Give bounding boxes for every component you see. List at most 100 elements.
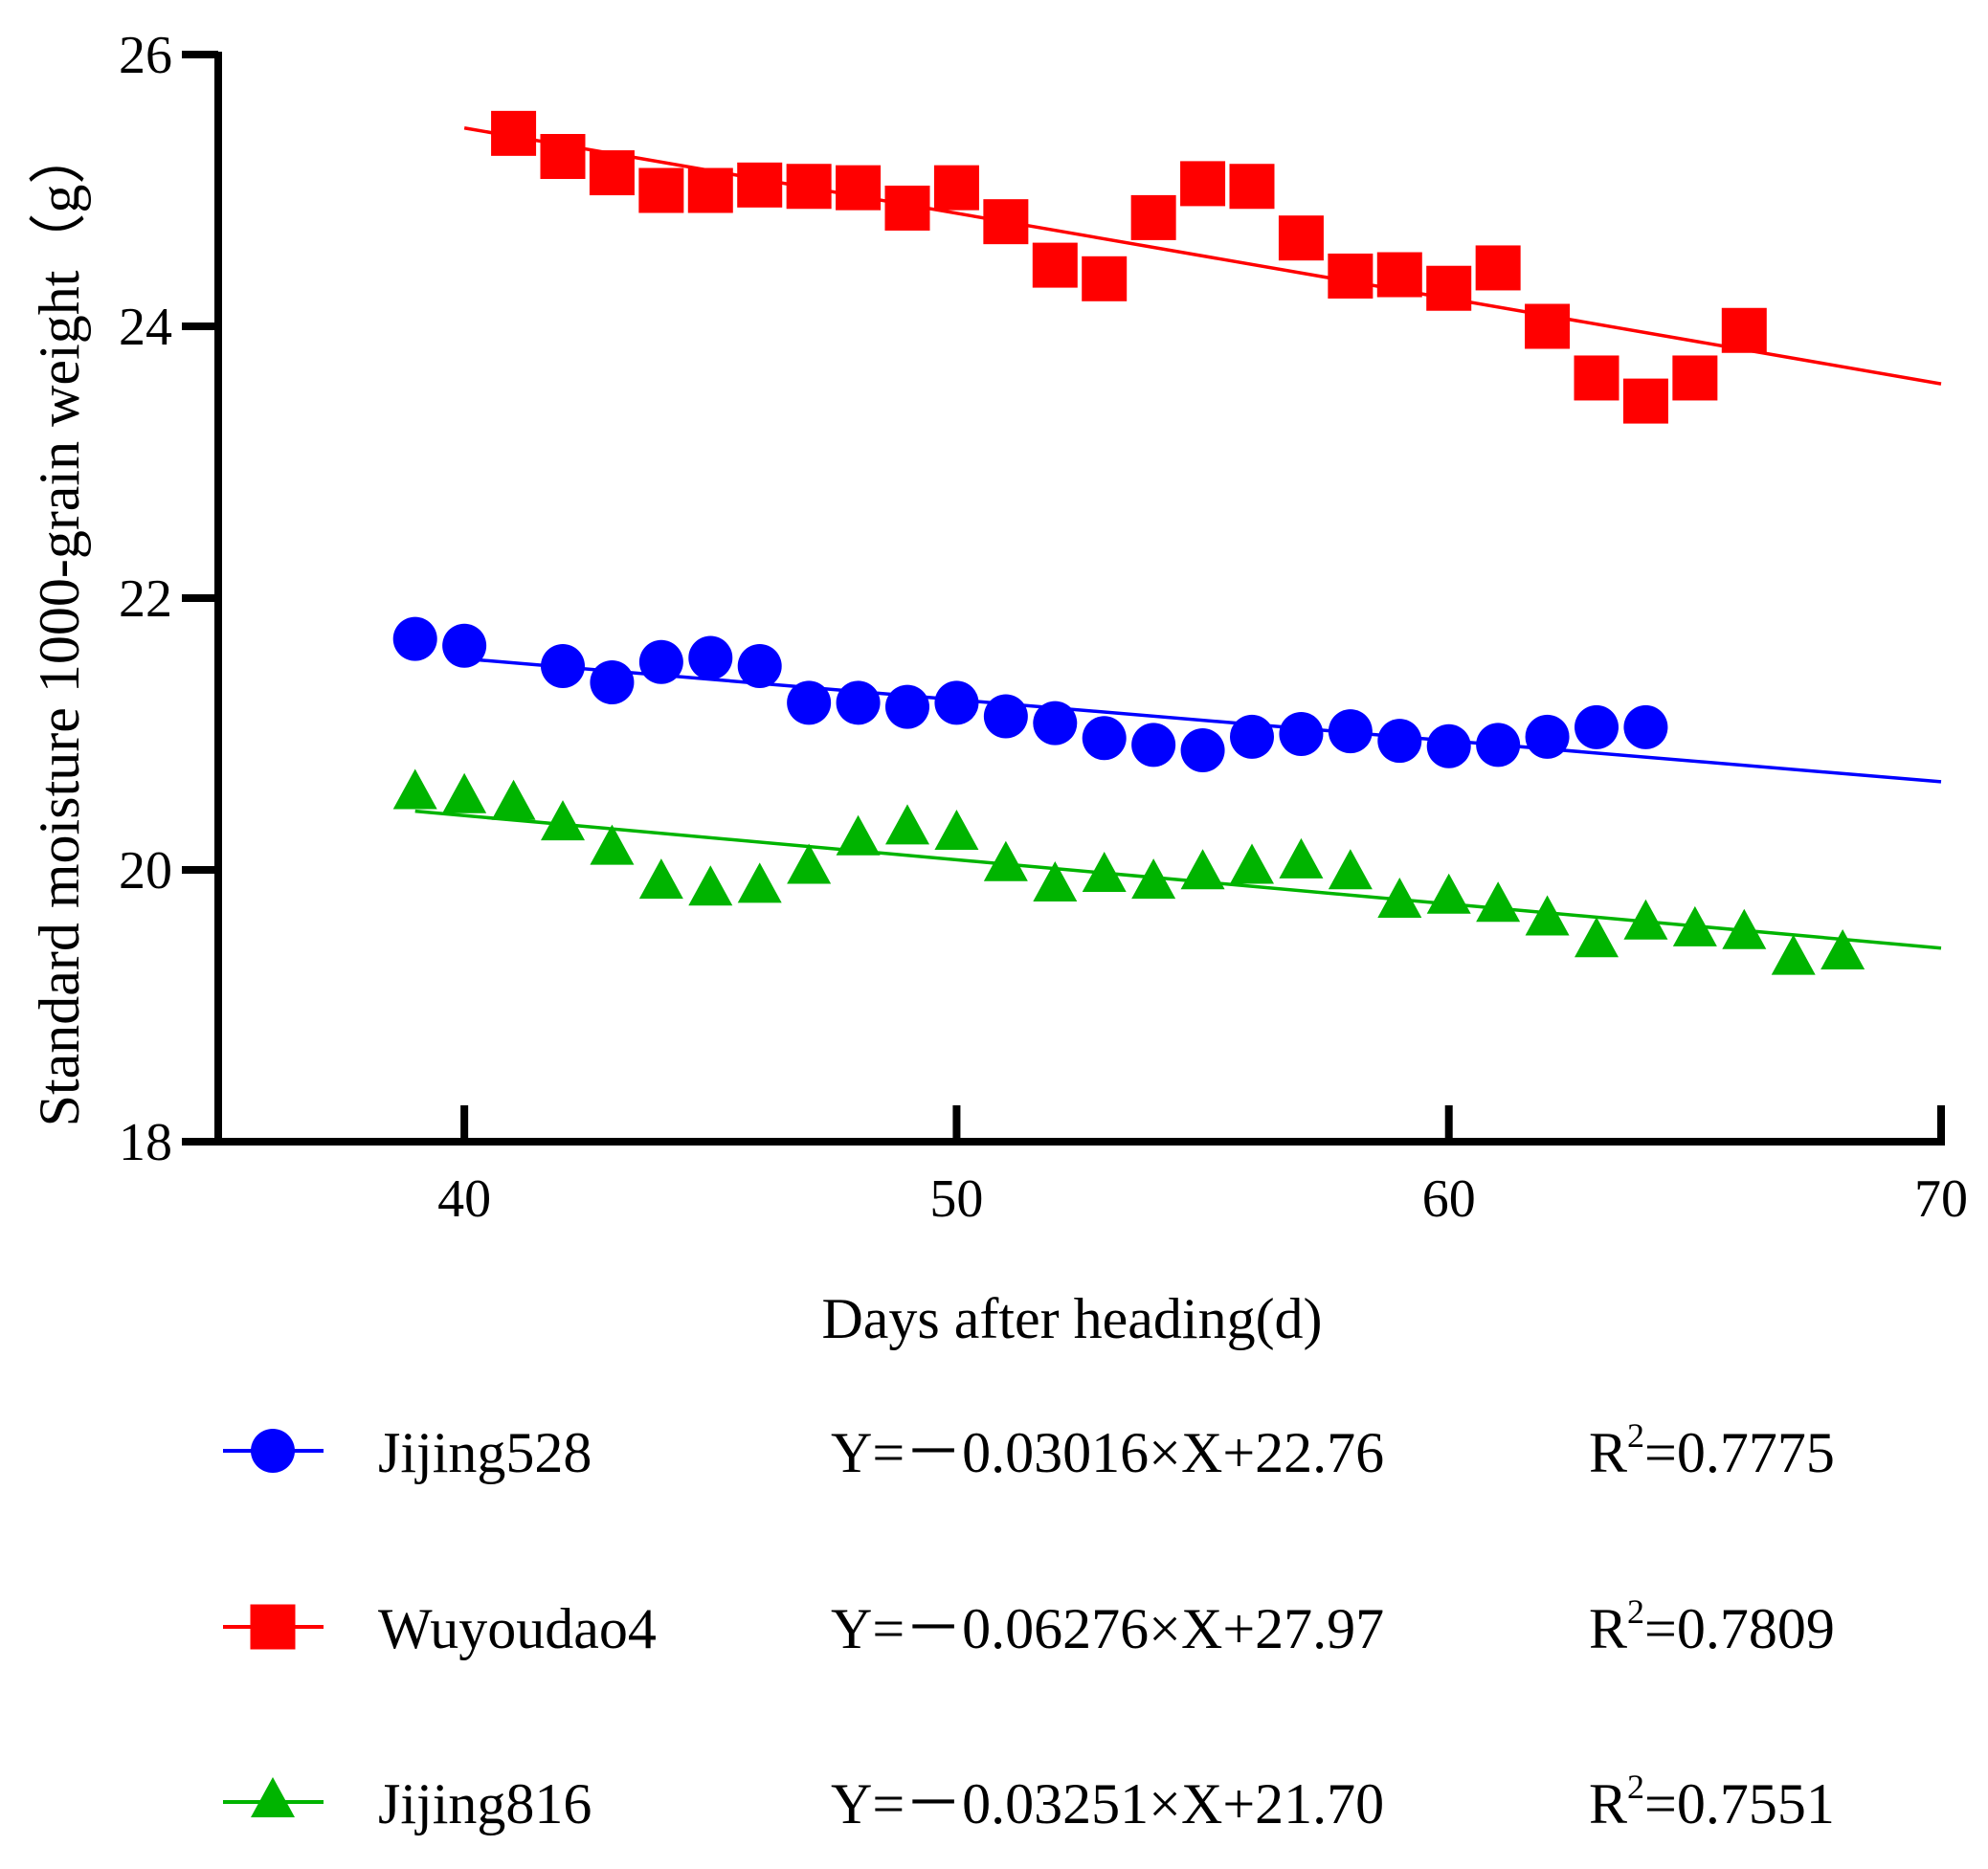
data-point-wuyoudao4 [1130, 194, 1176, 240]
data-point-jijing816 [1279, 837, 1324, 879]
data-point-jijing528 [392, 616, 437, 661]
data-point-wuyoudao4 [540, 134, 586, 179]
r2-superscript: 2 [1627, 1592, 1644, 1631]
data-point-jijing528 [737, 644, 782, 688]
data-point-jijing816 [1033, 861, 1078, 901]
x-tick-label: 70 [1914, 1169, 1968, 1229]
legend-equation: Y=－0.06276×X+27.97 [831, 1597, 1384, 1660]
y-axis-title: Standard moisture 1000-grain weight（g） [28, 127, 91, 1127]
data-point-wuyoudao4 [491, 110, 537, 156]
data-point-jijing816 [1672, 905, 1717, 946]
data-point-jijing528 [1377, 719, 1422, 764]
data-point-wuyoudao4 [737, 162, 783, 208]
data-point-jijing816 [1131, 858, 1176, 900]
data-point-jijing528 [1131, 723, 1176, 768]
data-point-jijing816 [638, 858, 683, 900]
data-point-jijing528 [638, 639, 683, 684]
data-point-jijing528 [590, 660, 635, 705]
legend-equation: Y=－0.03251×X+21.70 [831, 1772, 1384, 1836]
data-point-wuyoudao4 [1082, 256, 1128, 301]
data-point-wuyoudao4 [1032, 242, 1078, 288]
legend-r-squared: R2=0.7551 [1589, 1768, 1835, 1836]
data-point-jijing528 [442, 623, 487, 668]
data-point-wuyoudao4 [1180, 161, 1226, 207]
legend-marker-circle [251, 1429, 295, 1473]
data-point-wuyoudao4 [983, 199, 1029, 245]
data-point-jijing816 [1230, 843, 1274, 884]
data-point-jijing816 [688, 865, 733, 906]
r2-value: =0.7551 [1644, 1772, 1835, 1836]
data-point-wuyoudao4 [1376, 252, 1422, 298]
data-point-jijing816 [442, 772, 487, 813]
data-point-jijing528 [1230, 714, 1274, 759]
data-point-jijing816 [491, 779, 536, 820]
legend-item-jijing528: Jijing528 Y=－0.03016×X+22.76 R2=0.7775 [223, 1416, 1835, 1484]
data-point-jijing528 [1575, 704, 1619, 749]
data-point-jijing816 [1623, 899, 1668, 940]
r2-label: R [1589, 1772, 1627, 1836]
data-point-wuyoudao4 [1622, 378, 1668, 424]
data-point-wuyoudao4 [687, 167, 733, 213]
data-point-wuyoudao4 [933, 165, 979, 211]
data-point-jijing816 [1328, 849, 1373, 890]
fit-line-jijing816 [414, 809, 1942, 950]
data-point-wuyoudao4 [1328, 253, 1374, 299]
legend-item-wuyoudao4: Wuyoudao4 Y=－0.06276×X+27.97 R2=0.7809 [223, 1592, 1835, 1660]
legend-series-name: Jijing528 [378, 1421, 592, 1484]
y-tick-label: 24 [119, 298, 172, 357]
legend-marker-square [250, 1604, 296, 1650]
legend-equation: Y=－0.03016×X+22.76 [831, 1421, 1384, 1484]
data-point-jijing816 [1820, 929, 1865, 969]
data-point-wuyoudao4 [638, 167, 684, 213]
data-point-jijing816 [836, 814, 881, 856]
data-point-jijing528 [1082, 716, 1127, 761]
data-point-jijing816 [1180, 849, 1225, 890]
data-point-jijing816 [590, 824, 635, 865]
data-point-jijing528 [541, 644, 585, 688]
r2-value: =0.7809 [1644, 1597, 1835, 1660]
legend-marker-triangle [251, 1776, 295, 1817]
data-point-wuyoudao4 [1672, 355, 1718, 401]
data-point-jijing528 [1525, 714, 1570, 759]
data-point-jijing816 [934, 810, 979, 851]
data-point-jijing528 [787, 680, 832, 725]
data-point-wuyoudao4 [1574, 355, 1619, 401]
data-point-jijing816 [737, 862, 782, 903]
data-point-jijing816 [1575, 917, 1619, 958]
legend: Jijing528 Y=－0.03016×X+22.76 R2=0.7775Wuyo… [223, 1416, 1835, 1836]
r2-value: =0.7775 [1644, 1421, 1835, 1484]
data-point-wuyoudao4 [1475, 245, 1521, 291]
tick-labels: 18 20 22 24 26 40 50 60 70 [119, 26, 1968, 1229]
data-point-jijing816 [1082, 852, 1127, 893]
legend-series-name: Wuyoudao4 [378, 1597, 657, 1660]
data-point-jijing816 [1525, 895, 1570, 936]
data-point-jijing816 [1476, 881, 1521, 923]
legend-item-jijing816: Jijing816 Y=－0.03251×X+21.70 R2=0.7551 [223, 1768, 1835, 1836]
data-point-jijing528 [1426, 723, 1471, 768]
data-point-jijing816 [787, 843, 832, 884]
data-markers [392, 110, 1865, 975]
y-tick-label: 22 [119, 569, 172, 629]
data-point-wuyoudao4 [1721, 307, 1767, 353]
data-point-jijing528 [1328, 709, 1373, 754]
x-tick-label: 40 [437, 1169, 491, 1229]
data-point-jijing816 [885, 804, 929, 845]
data-point-jijing816 [1377, 878, 1422, 919]
data-point-jijing816 [983, 840, 1028, 881]
y-tick-label: 18 [119, 1113, 172, 1172]
r2-superscript: 2 [1627, 1768, 1644, 1806]
data-point-jijing528 [1033, 701, 1078, 745]
x-axis-title: Days after heading(d) [821, 1287, 1322, 1350]
data-point-wuyoudao4 [786, 164, 832, 210]
axes [182, 51, 1945, 1146]
data-point-jijing528 [934, 680, 979, 725]
data-point-jijing816 [1771, 934, 1816, 975]
data-point-jijing528 [885, 684, 929, 729]
data-point-jijing528 [836, 680, 881, 725]
r2-label: R [1589, 1421, 1627, 1484]
x-tick-label: 60 [1422, 1169, 1476, 1229]
data-point-wuyoudao4 [1229, 164, 1275, 210]
y-tick-label: 20 [119, 841, 172, 901]
